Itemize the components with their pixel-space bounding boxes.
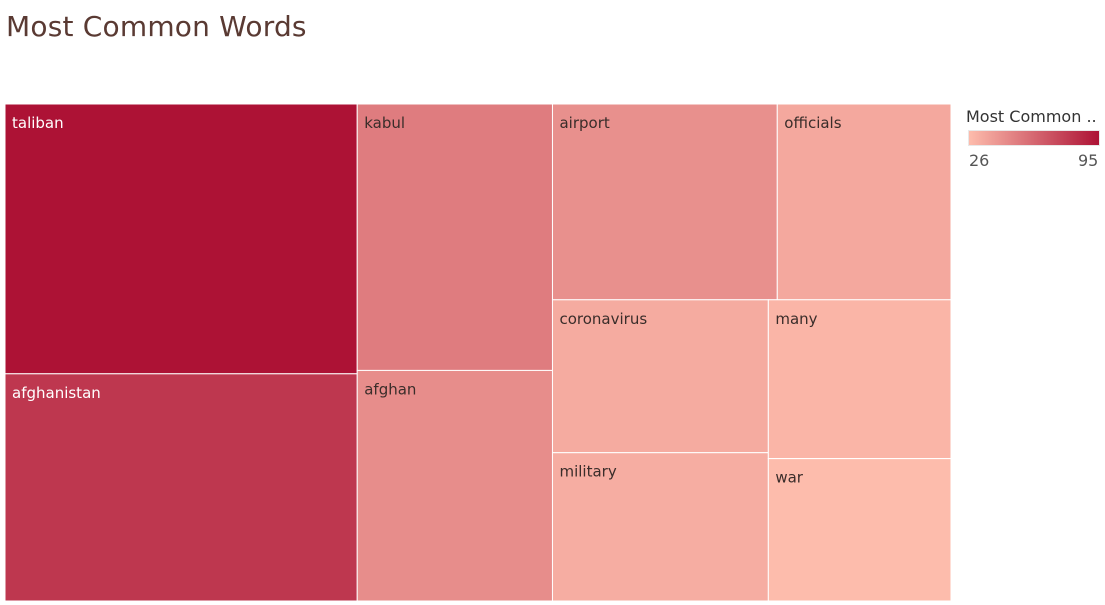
chart-title: Most Common Words (6, 10, 307, 43)
tile-rect-afghan (356, 369, 553, 602)
tile-many: many (767, 299, 952, 460)
tile-rect-kabul (356, 103, 553, 371)
tile-rect-taliban (4, 103, 358, 375)
tile-label-officials: officials (784, 114, 841, 132)
legend-max-value: 95 (1078, 151, 1099, 170)
tile-label-war: war (775, 469, 803, 487)
treemap-chart: taliban afghanistan kabul afghan airport offi… (4, 103, 952, 602)
tile-taliban: taliban (4, 103, 358, 375)
tile-label-military: military (559, 463, 616, 481)
tile-label-airport: airport (559, 114, 609, 132)
tile-afghan: afghan (356, 369, 553, 602)
legend-title: Most Common .. (966, 107, 1097, 126)
tile-war: war (767, 458, 952, 602)
tile-rect-many (767, 299, 952, 460)
tile-label-afghan: afghan (364, 380, 416, 398)
tile-label-afghanistan: afghanistan (12, 384, 101, 402)
legend-min-value: 26 (969, 151, 990, 170)
tile-rect-war (767, 458, 952, 602)
tile-label-taliban: taliban (12, 114, 64, 132)
tile-rect-airport (551, 103, 778, 301)
tile-military: military (551, 452, 769, 602)
tile-rect-officials (776, 103, 952, 301)
legend-color-scale (968, 130, 1100, 146)
tile-label-coronavirus: coronavirus (559, 310, 647, 328)
tile-label-many: many (775, 310, 817, 328)
tile-airport: airport (551, 103, 778, 301)
tile-afghanistan: afghanistan (4, 373, 358, 602)
tile-rect-military (551, 452, 769, 602)
tile-rect-coronavirus (551, 299, 769, 454)
tile-rect-afghanistan (4, 373, 358, 602)
tile-label-kabul: kabul (364, 114, 405, 132)
tile-officials: officials (776, 103, 952, 301)
tile-kabul: kabul (356, 103, 553, 371)
tile-coronavirus: coronavirus (551, 299, 769, 454)
